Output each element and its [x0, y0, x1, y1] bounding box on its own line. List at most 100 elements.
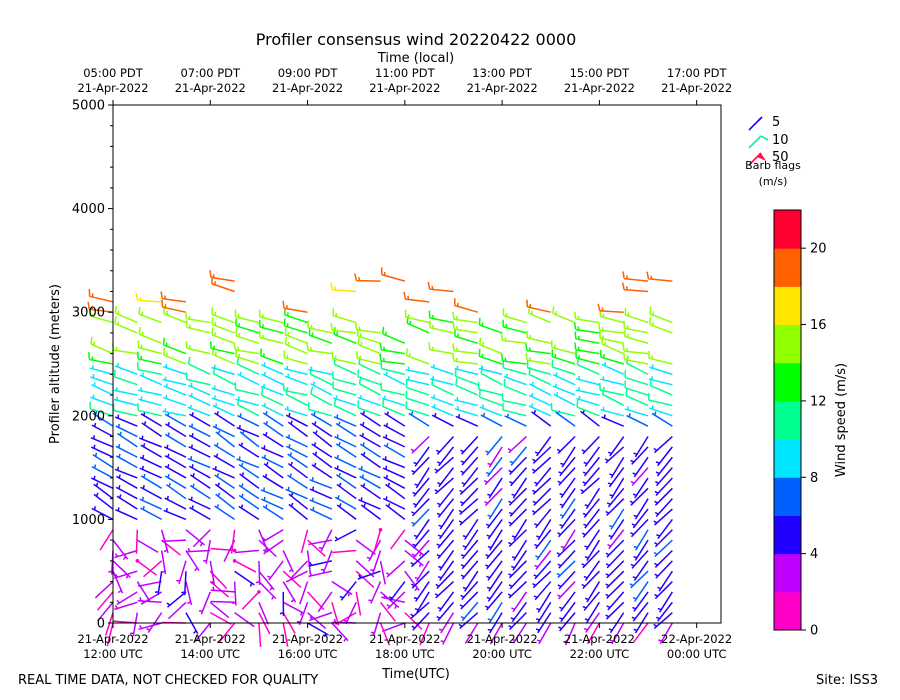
wind-barb [606, 487, 625, 508]
wind-barb [357, 337, 381, 355]
wind-barb [94, 581, 114, 599]
wind-barb [626, 413, 649, 427]
colorbar-segment [774, 286, 801, 326]
wind-barb [288, 502, 309, 520]
wind-barb [413, 581, 430, 602]
wind-barb [139, 372, 162, 386]
wind-barb [194, 622, 211, 643]
wind-barb [624, 380, 649, 396]
wind-barb [261, 371, 284, 386]
wind-barb [214, 411, 236, 427]
wind-barb [430, 394, 454, 407]
wind-barb [622, 343, 649, 355]
wind-barb [135, 559, 158, 576]
wind-barb [335, 421, 357, 438]
wind-barb [360, 503, 381, 521]
wind-barb [435, 570, 455, 589]
wind-barb [605, 601, 625, 620]
wind-barb [485, 549, 503, 570]
wind-barb [413, 446, 430, 467]
wind-barb [232, 559, 257, 573]
wind-barb [511, 539, 528, 561]
wind-barb [584, 601, 601, 624]
wind-barb [258, 319, 284, 334]
wind-barb [89, 365, 114, 376]
wind-barb [487, 529, 503, 551]
wind-barb [431, 412, 454, 427]
wind-barb [575, 387, 600, 396]
wind-barb [312, 430, 333, 448]
wind-barb [653, 508, 673, 526]
wind-barb [259, 348, 284, 365]
wind-barb [209, 611, 232, 625]
wind-barb [655, 456, 673, 477]
wind-barb [187, 456, 211, 469]
wind-barb [576, 357, 600, 376]
wind-barb [624, 329, 649, 345]
wind-barb [355, 570, 375, 589]
wind-barb [260, 445, 284, 458]
wind-barb [487, 601, 503, 624]
wind-barb [582, 456, 600, 477]
wind-barb [93, 482, 114, 500]
wind-barb [262, 539, 284, 555]
wind-barb [454, 368, 479, 386]
wind-barb [334, 495, 357, 510]
colorbar-ticks: 0 4 8 12 16 20 [801, 242, 827, 639]
wind-barb [510, 601, 528, 623]
wind-barb [230, 529, 236, 554]
wind-barb [162, 337, 187, 355]
wind-barb [262, 504, 284, 521]
wind-barb [560, 529, 576, 551]
wind-barb [460, 446, 479, 466]
wind-barb [162, 347, 187, 365]
wind-barb [436, 601, 455, 622]
wind-barb [458, 498, 479, 516]
wind-barb [405, 366, 430, 376]
wind-barb [189, 472, 211, 489]
wind-barb [458, 508, 479, 526]
wind-barb [162, 363, 187, 376]
wind-barb [285, 387, 308, 407]
wind-barb [282, 300, 308, 313]
wind-barb [214, 482, 236, 500]
wind-barb [455, 414, 479, 427]
wind-barb [511, 550, 528, 571]
colorbar-segment [774, 515, 801, 555]
wind-barb [607, 529, 625, 550]
wind-barb [260, 487, 284, 500]
wind-barb [658, 622, 674, 645]
wind-barb [404, 570, 420, 592]
wind-barb [657, 570, 673, 592]
wind-barb [115, 423, 138, 438]
x-bottom-tick-time: 16:00 UTC [278, 647, 338, 661]
x-axis-label: Time(UTC) [381, 667, 450, 682]
wind-barb [90, 374, 114, 386]
wind-barb [535, 539, 552, 561]
x-bottom-tick-time: 18:00 UTC [375, 647, 435, 661]
wind-barb [558, 612, 576, 632]
chart-title: Profiler consensus wind 20220422 0000 [256, 30, 577, 49]
wind-barb [584, 487, 601, 509]
wind-barb [632, 581, 649, 602]
wind-barb [533, 581, 552, 601]
wind-barb [460, 549, 479, 570]
wind-barb [213, 442, 235, 458]
wind-barb [137, 340, 162, 355]
wind-barb [287, 452, 308, 469]
wind-barb [354, 322, 381, 334]
wind-barb [213, 453, 235, 469]
wind-barb [232, 581, 237, 606]
wind-barb [654, 581, 673, 600]
x-top-tick-time: 15:00 PDT [570, 66, 631, 80]
wind-barb [370, 612, 382, 636]
wind-barb [165, 421, 187, 438]
wind-barb [428, 310, 454, 324]
wind-barb [500, 353, 527, 365]
colorbar-segment [774, 591, 801, 631]
wind-barb [238, 462, 260, 479]
wind-barb [385, 482, 406, 500]
wind-barb [296, 602, 309, 626]
wind-barb [556, 435, 576, 454]
